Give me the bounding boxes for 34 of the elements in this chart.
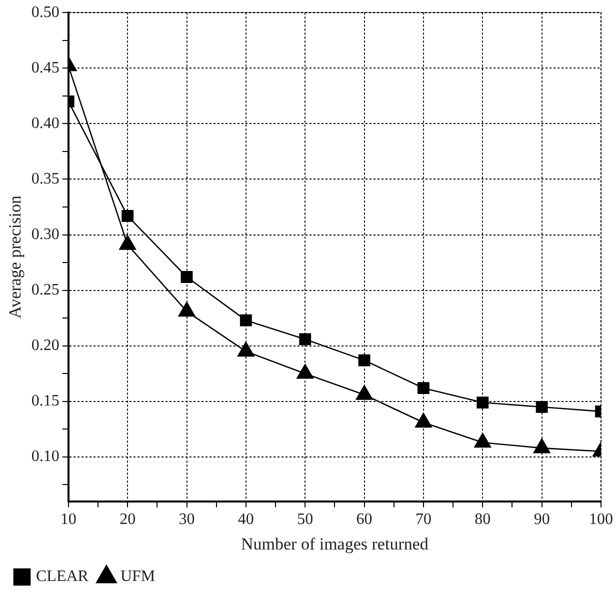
point	[119, 235, 136, 250]
point	[180, 271, 193, 283]
y-tick-label: 0.30	[31, 226, 60, 243]
x-tick-label: 50	[297, 511, 314, 528]
x-axis-title: Number of images returned	[240, 534, 429, 554]
point	[122, 210, 134, 222]
point	[474, 432, 492, 448]
y-tick-label: 0.20	[31, 337, 60, 354]
point	[237, 342, 254, 357]
y-tick-label: 0.40	[31, 114, 60, 132]
y-tick-label: 0.45	[31, 59, 60, 76]
x-tick-label: 70	[415, 511, 432, 528]
y-tick-label: 0.10	[31, 448, 60, 466]
x-tick-label: 90	[534, 511, 550, 528]
x-tick-label: 30	[178, 511, 195, 528]
y-tick-label: 0.35	[31, 170, 60, 188]
y-tick-label: 0.15	[31, 392, 60, 410]
x-tick-label: 20	[120, 511, 136, 528]
y-tick-label: 0.50	[31, 4, 60, 21]
legend-label: UFM	[120, 568, 156, 586]
y-axis-title: Average precision	[6, 195, 25, 318]
x-tick-label: 60	[356, 511, 372, 528]
x-tick-label: 10	[60, 511, 76, 528]
point	[533, 438, 550, 454]
point	[296, 364, 314, 379]
point	[240, 314, 252, 326]
x-tick-label: 100	[589, 511, 613, 528]
point	[415, 412, 432, 428]
x-tick-label: 40	[238, 511, 254, 528]
legend-label: CLEAR	[36, 568, 89, 586]
point	[356, 385, 373, 400]
x-tick-label: 80	[474, 511, 491, 528]
point	[178, 302, 196, 317]
y-tick-label: 0.25	[31, 282, 60, 299]
